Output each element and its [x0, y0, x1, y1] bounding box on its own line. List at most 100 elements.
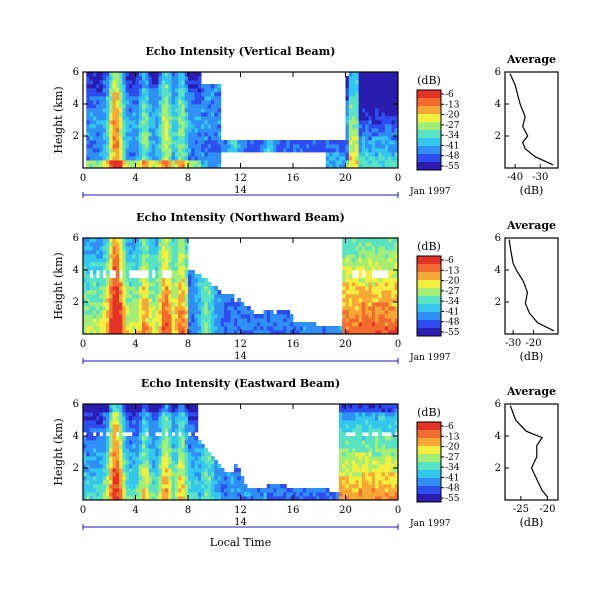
heatmap-cell	[384, 476, 389, 481]
heatmap-cell	[142, 310, 146, 315]
heatmap-cell	[207, 472, 212, 477]
heatmap-cell	[358, 318, 363, 323]
heatmap-cell	[191, 408, 195, 413]
heatmap-cell	[168, 452, 172, 457]
heatmap-cell	[384, 164, 389, 169]
heatmap-cell	[329, 140, 333, 145]
heatmap-cell	[109, 436, 113, 441]
heatmap-cell	[171, 440, 176, 445]
heatmap-cell	[201, 124, 205, 129]
heatmap-cell	[204, 310, 209, 315]
heatmap-cell	[174, 420, 179, 425]
heatmap-cell	[266, 144, 271, 149]
heatmap-cell	[151, 128, 156, 133]
heatmap-cell	[128, 318, 133, 323]
heatmap-cell	[178, 132, 182, 137]
heatmap-cell	[348, 88, 353, 93]
heatmap-cell	[125, 436, 130, 441]
heatmap-cell	[358, 246, 363, 251]
heatmap-cell	[122, 306, 127, 311]
colorbar-swatch	[417, 280, 441, 289]
heatmap-cell	[375, 322, 379, 327]
heatmap-cell	[371, 464, 376, 469]
heatmap-cell	[358, 132, 363, 137]
heatmap-cell	[86, 294, 90, 299]
heatmap-cell	[332, 496, 337, 501]
heatmap-cell	[105, 452, 110, 457]
heatmap-cell	[89, 318, 94, 323]
heatmap-cell	[168, 404, 172, 409]
heatmap-cell	[115, 298, 120, 303]
heatmap-cell	[338, 468, 343, 473]
heatmap-cell	[132, 420, 136, 425]
heatmap-cell	[194, 124, 199, 129]
heatmap-cell	[122, 492, 127, 497]
heatmap-cell	[158, 72, 163, 77]
heatmap-cell	[220, 140, 225, 145]
heatmap-cell	[115, 314, 120, 319]
heatmap-cell	[214, 164, 218, 169]
heatmap-cell	[174, 156, 179, 161]
x-tick-label: 0	[80, 339, 86, 350]
heatmap-cell	[148, 120, 153, 125]
heatmap-cell	[204, 468, 209, 473]
heatmap-cell	[142, 132, 146, 137]
heatmap-cell	[365, 254, 369, 259]
heatmap-cell	[214, 294, 218, 299]
heatmap-cell	[361, 258, 366, 263]
heatmap-cell	[207, 140, 212, 145]
heatmap-cell	[161, 152, 166, 157]
heatmap-cell	[243, 492, 248, 497]
heatmap-cell	[178, 96, 182, 101]
heatmap-cell	[227, 476, 232, 481]
heatmap-cell	[109, 278, 113, 283]
heatmap-cell	[171, 298, 176, 303]
heatmap-cell	[394, 484, 399, 489]
heatmap-cell	[171, 460, 176, 465]
heatmap-cell	[128, 152, 133, 157]
heatmap-cell	[240, 488, 245, 493]
heatmap-cell	[306, 144, 310, 149]
heatmap-cell	[355, 140, 360, 145]
heatmap-cell	[230, 144, 235, 149]
heatmap-cell	[191, 460, 195, 465]
heatmap-cell	[181, 460, 186, 465]
heatmap-cell	[135, 314, 140, 319]
heatmap-cell	[355, 468, 360, 473]
heatmap-cell	[348, 290, 353, 295]
heatmap-cell	[112, 440, 117, 445]
heatmap-cell	[83, 464, 87, 469]
heatmap-cell	[391, 444, 396, 449]
heatmap-cell	[214, 326, 218, 331]
heatmap-cell	[128, 246, 133, 251]
heatmap-cell	[220, 468, 225, 473]
heatmap-cell	[112, 444, 117, 449]
heatmap-cell	[109, 128, 113, 133]
heatmap-cell	[371, 100, 376, 105]
heatmap-cell	[322, 148, 327, 153]
heatmap-cell	[391, 92, 396, 97]
heatmap-cell	[165, 132, 169, 137]
heatmap-cell	[135, 464, 140, 469]
colorbar-swatch	[417, 98, 441, 107]
heatmap-cell	[125, 120, 130, 125]
heatmap-cell	[89, 314, 94, 319]
heatmap-cell	[181, 452, 186, 457]
heatmap-cell	[375, 266, 379, 271]
heatmap-cell	[194, 286, 199, 291]
heatmap-cell	[155, 302, 159, 307]
heatmap-cell	[99, 330, 104, 335]
heatmap-cell	[135, 492, 140, 497]
heatmap-cell	[96, 258, 100, 263]
heatmap-cell	[394, 416, 399, 421]
heatmap-cell	[142, 128, 146, 133]
heatmap-cell	[352, 76, 356, 81]
heatmap-cell	[102, 448, 107, 453]
heatmap-cell	[365, 278, 369, 283]
heatmap-cell	[194, 420, 199, 425]
x-tick-label: 4	[132, 173, 138, 184]
heatmap-cell	[207, 282, 212, 287]
heatmap-cell	[89, 306, 94, 311]
heatmap-cell	[210, 322, 215, 327]
heatmap-cell	[184, 286, 189, 291]
